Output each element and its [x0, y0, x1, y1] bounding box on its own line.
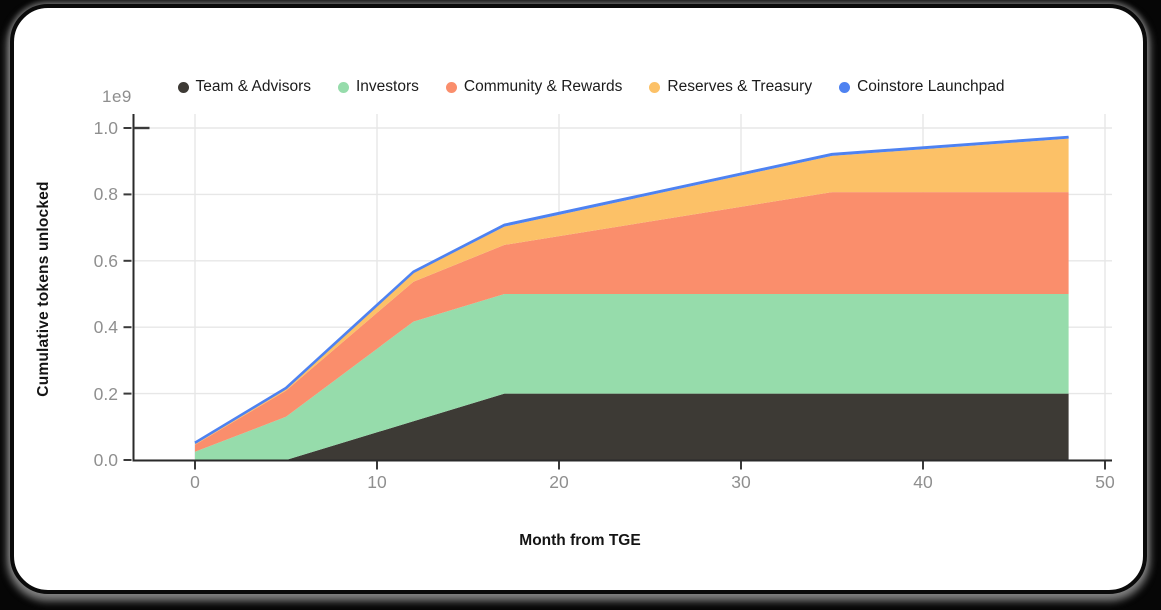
- area-band-reserves-treasury: [195, 138, 1069, 445]
- legend-color-dot: [839, 81, 851, 93]
- area-band-investors: [195, 294, 1069, 460]
- legend-item-investors: Investors: [337, 78, 419, 96]
- y-tick-label-1.0: 1.0: [93, 118, 118, 138]
- x-tick-label-40: 40: [913, 472, 933, 492]
- y-tick-label-0.6: 0.6: [93, 250, 118, 271]
- y-tick-label-0.0: 0.0: [93, 450, 118, 470]
- legend-item-coinstore-launchpad: Coinstore Launchpad: [839, 78, 1004, 96]
- legend-color-dot: [337, 81, 349, 93]
- x-axis-title: Month from TGE: [519, 532, 641, 549]
- x-tick-label-0: 0: [190, 472, 200, 492]
- x-tick-label-20: 20: [549, 472, 569, 492]
- legend-label: Coinstore Launchpad: [857, 78, 1005, 95]
- y-tick-label-0.2: 0.2: [93, 383, 118, 404]
- legend-color-dot: [177, 81, 189, 93]
- y-axis-title: Cumulative tokens unlocked: [35, 181, 52, 397]
- total-unlocked-line: [194, 135, 1069, 444]
- x-tick-label-50: 50: [1095, 472, 1115, 492]
- legend-color-dot: [445, 81, 457, 93]
- y-tick-label-0.4: 0.4: [93, 317, 118, 338]
- legend-label: Investors: [355, 78, 419, 95]
- legend-color-dot: [649, 81, 661, 93]
- y-axis-offset-text: 1e9: [102, 87, 132, 106]
- x-tick-label-30: 30: [731, 472, 751, 492]
- legend-item-reserves-treasury: Reserves & Treasury: [649, 78, 812, 96]
- legend-item-community-rewards: Community & Rewards: [445, 78, 623, 96]
- legend-item-team-advisors: Team & Advisors: [177, 78, 311, 96]
- area-band-community-rewards: [195, 192, 1069, 452]
- legend: Team & Advisors Investors Community & Rewa…: [96, 76, 1086, 98]
- area-band-team-advisors: [195, 393, 1069, 460]
- legend-label: Reserves & Treasury: [667, 78, 813, 95]
- y-tick-label-0.8: 0.8: [93, 184, 118, 205]
- legend-label: Team & Advisors: [195, 78, 311, 95]
- x-tick-label-10: 10: [367, 472, 387, 492]
- legend-label: Community & Rewards: [463, 78, 623, 95]
